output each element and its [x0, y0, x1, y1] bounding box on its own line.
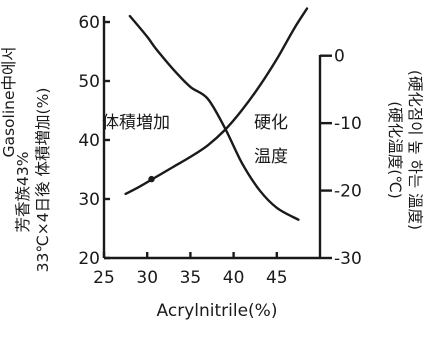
- y-left-tick-label: 20: [78, 249, 100, 269]
- x-tick-label: 45: [266, 268, 288, 288]
- x-tick-label: 25: [93, 268, 115, 288]
- y-left-tick-label: 40: [78, 131, 100, 151]
- x-axis-title: Acrylnitrile(%): [157, 301, 278, 321]
- y-left-tick-label: 60: [78, 13, 100, 33]
- x-tick-label: 40: [223, 268, 245, 288]
- y-right-tick-label: 0: [334, 47, 345, 67]
- y-right-tick-label: -30: [334, 249, 362, 269]
- annotation-hardening: 硬化: [254, 113, 288, 133]
- annotation-volume-increase: 体積増加: [102, 113, 170, 133]
- y-left-tick-label: 30: [78, 190, 100, 210]
- y-right-tick-label: -20: [334, 182, 362, 202]
- y-left-label-3: Gasoline中에서: [0, 46, 18, 157]
- annotation-temperature: 温度: [254, 147, 288, 167]
- data-point-marker: [148, 175, 155, 183]
- y-left-label-1: 芳香族43%: [14, 152, 32, 233]
- y-right-tick-label: -10: [334, 114, 362, 134]
- x-tick-label: 30: [136, 268, 158, 288]
- y-left-tick-label: 50: [78, 72, 100, 92]
- y-right-label-1: (硬化温度(℃): [386, 101, 404, 199]
- y-left-label-2: 33℃×4日後 体積増加(%): [34, 88, 52, 273]
- x-tick-label: 35: [180, 268, 202, 288]
- volume-increase-line: [128, 14, 300, 221]
- y-right-label-2: (硬化점이 높 하는 溫度): [406, 70, 424, 230]
